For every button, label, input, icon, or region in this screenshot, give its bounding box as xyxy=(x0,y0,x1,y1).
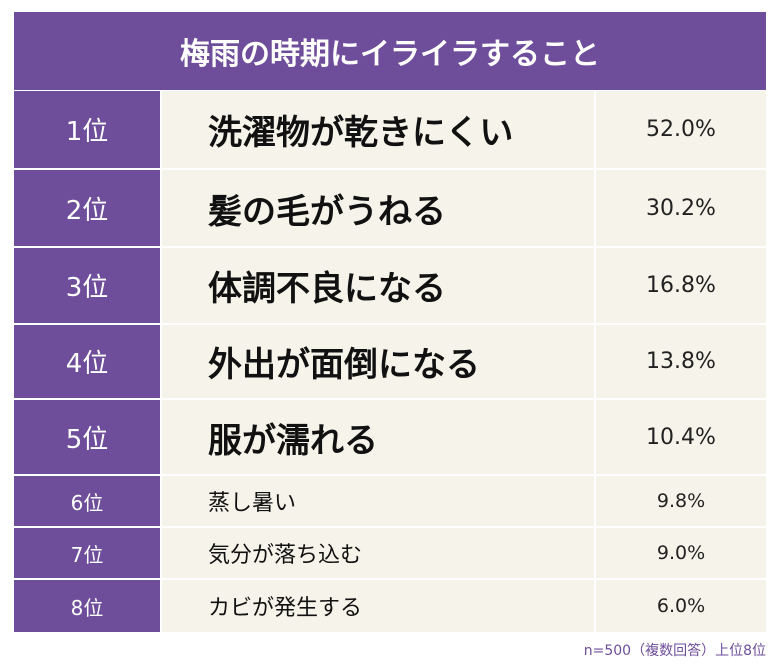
rank-cell: 6位 xyxy=(14,476,160,526)
footnote: n=500（複数回答）上位8位 xyxy=(583,643,766,659)
value-cell: 52.0% xyxy=(596,91,766,168)
label-cell: 洗濯物が乾きにくい xyxy=(162,91,594,168)
value-cell: 10.4% xyxy=(596,400,766,474)
rank-cell: 3位 xyxy=(14,248,160,323)
label-cell: 体調不良になる xyxy=(162,248,594,323)
rank-cell: 5位 xyxy=(14,400,160,474)
value-cell: 30.2% xyxy=(596,170,766,246)
value-cell: 13.8% xyxy=(596,325,766,398)
label-cell: カビが発生する xyxy=(162,580,594,632)
label-cell: 気分が落ち込む xyxy=(162,528,594,578)
label-cell: 髪の毛がうねる xyxy=(162,170,594,246)
value-cell: 9.8% xyxy=(596,476,766,526)
table-title: 梅雨の時期にイライラすること xyxy=(14,12,766,90)
value-cell: 16.8% xyxy=(596,248,766,323)
label-cell: 外出が面倒になる xyxy=(162,325,594,398)
value-cell: 9.0% xyxy=(596,528,766,578)
label-cell: 蒸し暑い xyxy=(162,476,594,526)
rank-cell: 4位 xyxy=(14,325,160,398)
rank-cell: 8位 xyxy=(14,580,160,632)
label-cell: 服が濡れる xyxy=(162,400,594,474)
rank-cell: 2位 xyxy=(14,170,160,246)
rank-cell: 1位 xyxy=(14,91,160,168)
rank-cell: 7位 xyxy=(14,528,160,578)
value-cell: 6.0% xyxy=(596,580,766,632)
